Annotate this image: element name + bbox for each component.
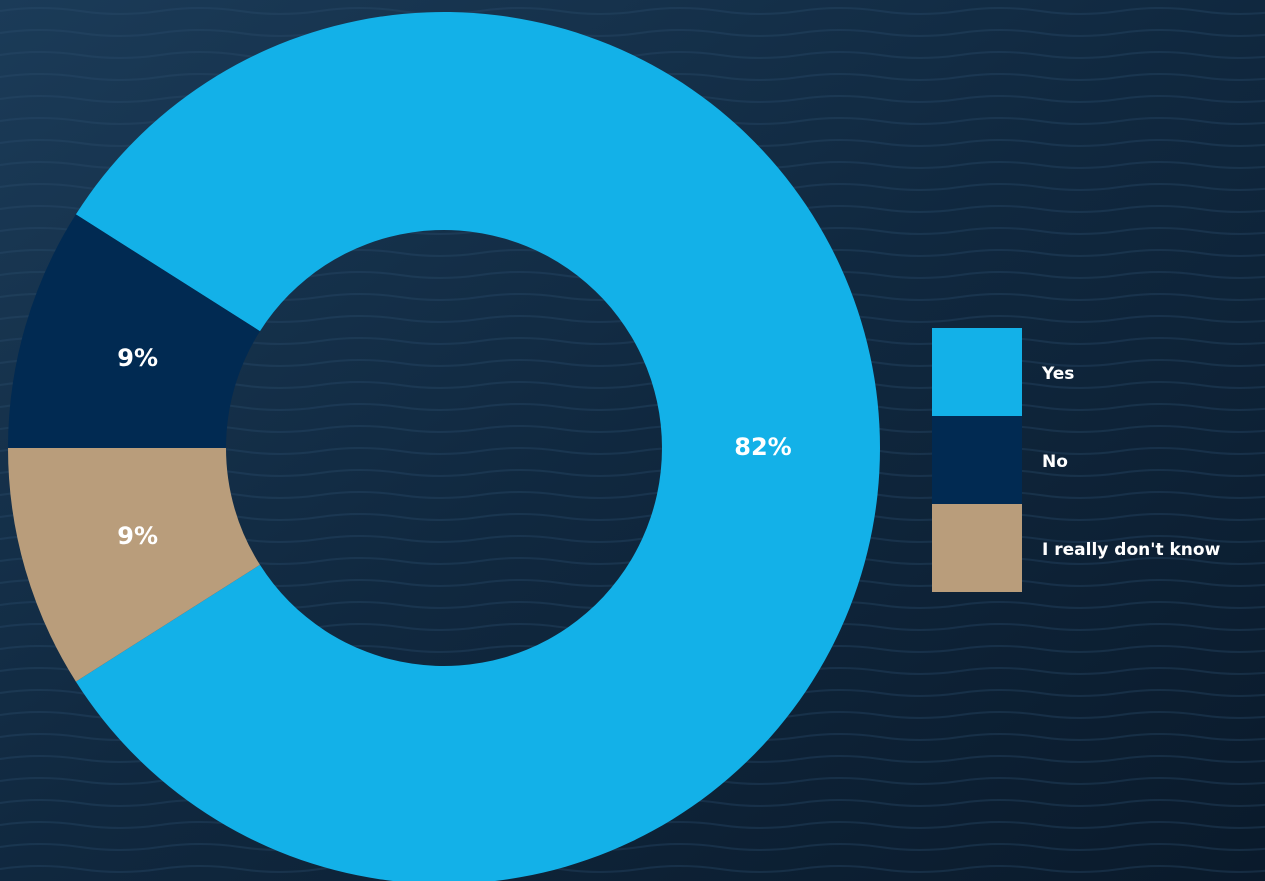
donut-segment [8,448,260,682]
legend-label: I really don't know [1042,540,1221,560]
data-label: 9% [117,522,158,550]
donut: 82% 9% 9% [7,12,881,881]
legend: Yes No I really don't know [932,328,1221,592]
legend-swatch [932,328,1022,416]
data-label: 82% [734,433,791,461]
donut-segment [75,12,881,881]
data-label: 9% [117,344,158,372]
legend-label: No [1042,452,1068,472]
legend-swatch [932,504,1022,592]
donut-segment [7,214,260,448]
legend-swatch [932,416,1022,504]
legend-label: Yes [1041,364,1074,384]
